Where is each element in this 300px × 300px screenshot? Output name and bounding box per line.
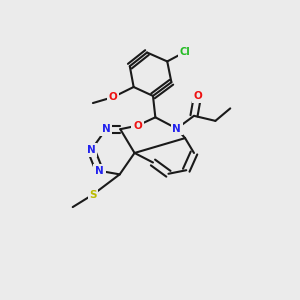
Text: O: O <box>109 92 118 102</box>
Text: N: N <box>87 145 95 155</box>
Text: S: S <box>89 190 97 200</box>
Text: Cl: Cl <box>180 47 190 57</box>
Text: N: N <box>172 124 181 134</box>
Text: N: N <box>102 124 110 134</box>
Text: O: O <box>193 91 202 101</box>
Text: O: O <box>133 121 142 130</box>
Text: N: N <box>95 166 104 176</box>
